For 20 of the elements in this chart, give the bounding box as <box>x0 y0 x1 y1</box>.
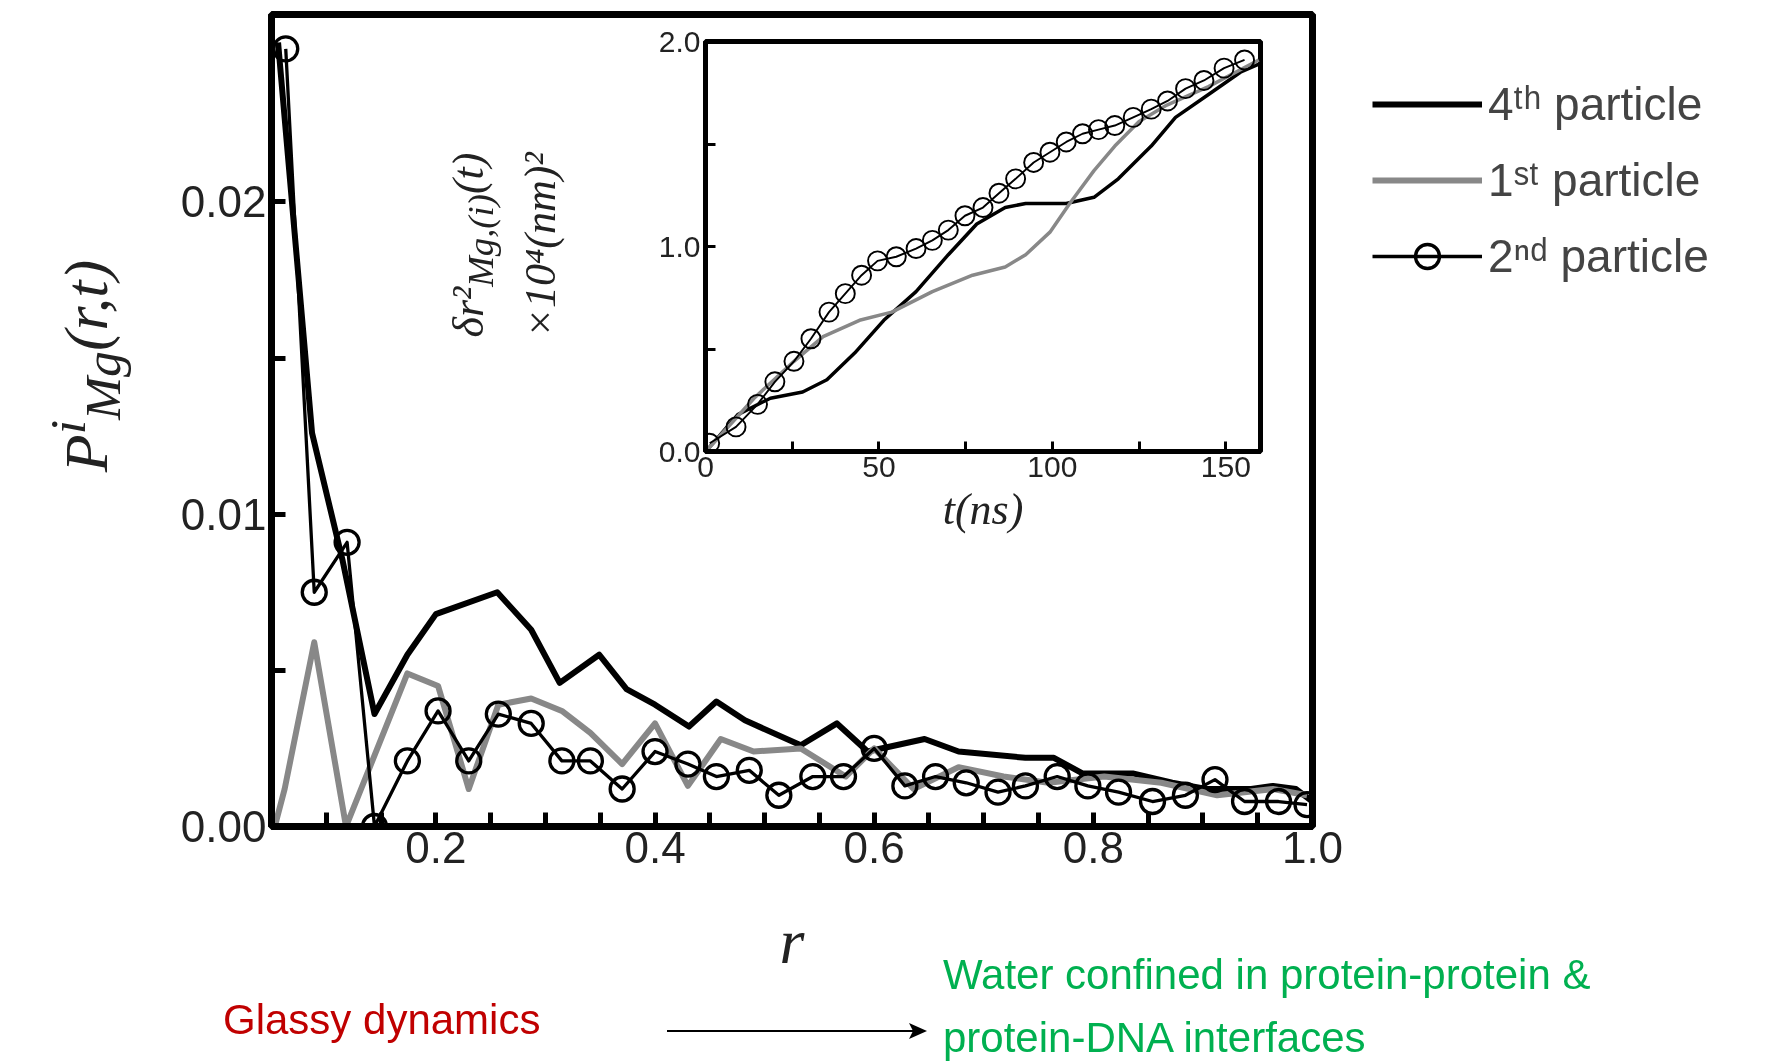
y-tick-label: 0.01 <box>180 489 267 539</box>
x-tick-label: 0.4 <box>624 822 686 872</box>
x-tick-label: 0.2 <box>405 822 467 872</box>
x-tick-label: 50 <box>862 449 896 483</box>
x-tick-label: 1.0 <box>1281 822 1344 872</box>
legend-label: 1ˢᵗ particle <box>1488 153 1701 207</box>
x-tick-label: 0.8 <box>1062 822 1124 872</box>
x-tick-label: 0.6 <box>843 822 905 872</box>
y-tick-label: 0.02 <box>180 177 267 227</box>
y-tick-label: 1.0 <box>658 229 701 263</box>
x-axis-title: t(ns) <box>942 484 1024 534</box>
text: Glassy dynamics <box>223 995 542 1045</box>
legend-label: 2ⁿᵈ particle <box>1488 229 1709 283</box>
y-tick-label: 0.00 <box>180 802 267 851</box>
x-axis-title: r <box>779 905 806 977</box>
legend-label: 4ᵗʰ particle <box>1488 77 1703 131</box>
y-tick-label: 2.0 <box>658 24 701 58</box>
x-tick-label: 100 <box>1027 449 1078 483</box>
text: Water confined in protein-protein & protein-DNA interfaces <box>943 950 1592 1063</box>
x-tick-label: 150 <box>1200 449 1251 483</box>
